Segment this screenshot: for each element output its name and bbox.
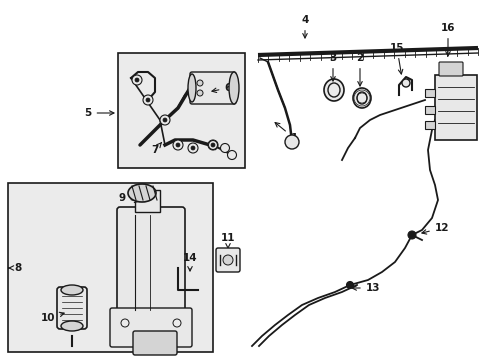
Text: 12: 12 bbox=[421, 223, 448, 234]
FancyBboxPatch shape bbox=[57, 287, 87, 329]
Circle shape bbox=[197, 80, 203, 86]
FancyBboxPatch shape bbox=[438, 62, 462, 76]
Circle shape bbox=[176, 143, 180, 147]
Circle shape bbox=[191, 146, 195, 150]
Circle shape bbox=[142, 95, 153, 105]
Circle shape bbox=[407, 231, 415, 239]
Ellipse shape bbox=[327, 83, 339, 97]
Text: 7: 7 bbox=[151, 143, 161, 155]
Ellipse shape bbox=[228, 72, 239, 104]
Bar bbox=[424, 89, 434, 97]
Ellipse shape bbox=[401, 79, 409, 87]
Bar bbox=[424, 121, 434, 129]
Circle shape bbox=[346, 282, 353, 288]
Bar bbox=[135, 190, 160, 212]
Text: 10: 10 bbox=[41, 312, 64, 323]
Circle shape bbox=[173, 140, 183, 150]
Text: 1: 1 bbox=[275, 122, 297, 143]
Text: 15: 15 bbox=[389, 43, 404, 74]
Ellipse shape bbox=[356, 92, 366, 104]
Ellipse shape bbox=[324, 79, 343, 101]
Circle shape bbox=[187, 143, 198, 153]
Ellipse shape bbox=[128, 184, 156, 202]
Bar bbox=[118, 53, 244, 168]
Ellipse shape bbox=[61, 321, 83, 331]
Circle shape bbox=[173, 319, 181, 327]
Circle shape bbox=[163, 118, 167, 122]
FancyBboxPatch shape bbox=[133, 331, 177, 355]
Text: 16: 16 bbox=[440, 23, 454, 56]
Circle shape bbox=[121, 319, 129, 327]
Circle shape bbox=[132, 75, 142, 85]
Text: 8: 8 bbox=[9, 263, 21, 273]
Text: 3: 3 bbox=[329, 53, 336, 81]
Ellipse shape bbox=[187, 74, 196, 102]
Text: 13: 13 bbox=[351, 283, 380, 293]
Circle shape bbox=[210, 143, 215, 147]
Text: 14: 14 bbox=[183, 253, 197, 271]
Ellipse shape bbox=[352, 88, 370, 108]
Circle shape bbox=[285, 135, 298, 149]
Text: 4: 4 bbox=[301, 15, 308, 38]
Circle shape bbox=[197, 90, 203, 96]
Circle shape bbox=[208, 140, 217, 149]
FancyBboxPatch shape bbox=[216, 248, 240, 272]
Bar bbox=[434, 75, 476, 140]
Text: 11: 11 bbox=[220, 233, 235, 249]
Ellipse shape bbox=[61, 285, 83, 295]
Circle shape bbox=[135, 78, 139, 82]
Text: 9: 9 bbox=[118, 193, 139, 203]
FancyBboxPatch shape bbox=[190, 72, 236, 104]
Text: 2: 2 bbox=[356, 53, 363, 86]
Circle shape bbox=[207, 140, 218, 150]
Circle shape bbox=[146, 98, 150, 102]
Circle shape bbox=[223, 255, 232, 265]
Circle shape bbox=[220, 144, 229, 153]
Bar bbox=[8, 183, 213, 352]
Circle shape bbox=[160, 115, 170, 125]
Bar bbox=[424, 106, 434, 114]
FancyBboxPatch shape bbox=[117, 207, 184, 318]
Text: 6: 6 bbox=[211, 83, 231, 93]
Circle shape bbox=[227, 150, 236, 159]
Text: 5: 5 bbox=[84, 108, 114, 118]
FancyBboxPatch shape bbox=[110, 308, 192, 347]
